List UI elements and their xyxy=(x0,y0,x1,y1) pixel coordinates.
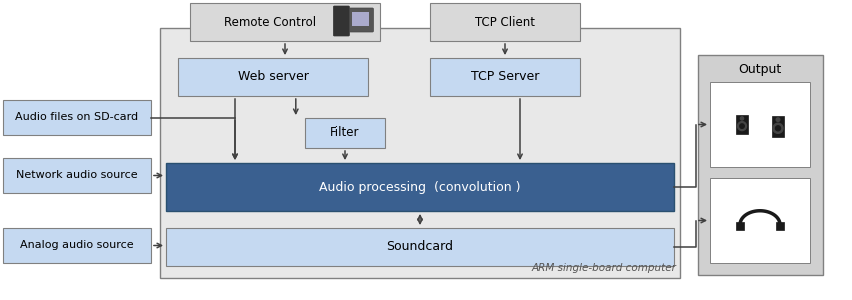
Text: Web server: Web server xyxy=(238,70,308,83)
Bar xyxy=(736,115,747,134)
Bar xyxy=(3,158,151,193)
Text: Soundcard: Soundcard xyxy=(387,241,453,254)
Bar xyxy=(190,3,380,41)
FancyBboxPatch shape xyxy=(333,6,349,36)
Bar xyxy=(3,100,151,135)
Bar xyxy=(430,3,580,41)
Bar xyxy=(166,163,674,211)
Circle shape xyxy=(776,118,780,122)
Circle shape xyxy=(775,126,780,131)
Text: TCP Client: TCP Client xyxy=(475,16,535,28)
Text: Network audio source: Network audio source xyxy=(16,170,138,181)
Bar xyxy=(305,118,385,148)
Text: ARM single-board computer: ARM single-board computer xyxy=(531,263,676,273)
Circle shape xyxy=(773,123,783,133)
Text: Output: Output xyxy=(739,64,781,76)
Bar xyxy=(166,228,674,266)
Text: Analog audio source: Analog audio source xyxy=(20,241,134,250)
Bar xyxy=(160,28,680,278)
Bar xyxy=(3,228,151,263)
Bar xyxy=(353,12,370,26)
Bar xyxy=(735,222,745,230)
Text: Remote Control: Remote Control xyxy=(224,16,316,28)
Bar xyxy=(772,116,785,137)
Text: Filter: Filter xyxy=(331,127,360,140)
Bar xyxy=(430,58,580,96)
Text: TCP Server: TCP Server xyxy=(471,70,539,83)
Text: Audio processing  (convolution ): Audio processing (convolution ) xyxy=(320,181,521,194)
Circle shape xyxy=(740,117,744,120)
Bar xyxy=(698,55,823,275)
Circle shape xyxy=(738,122,746,130)
Bar xyxy=(710,82,810,167)
FancyBboxPatch shape xyxy=(349,8,373,32)
Text: Audio files on SD-card: Audio files on SD-card xyxy=(15,112,139,122)
Bar xyxy=(775,222,785,230)
Circle shape xyxy=(740,124,745,128)
Bar xyxy=(178,58,368,96)
Bar xyxy=(710,178,810,263)
